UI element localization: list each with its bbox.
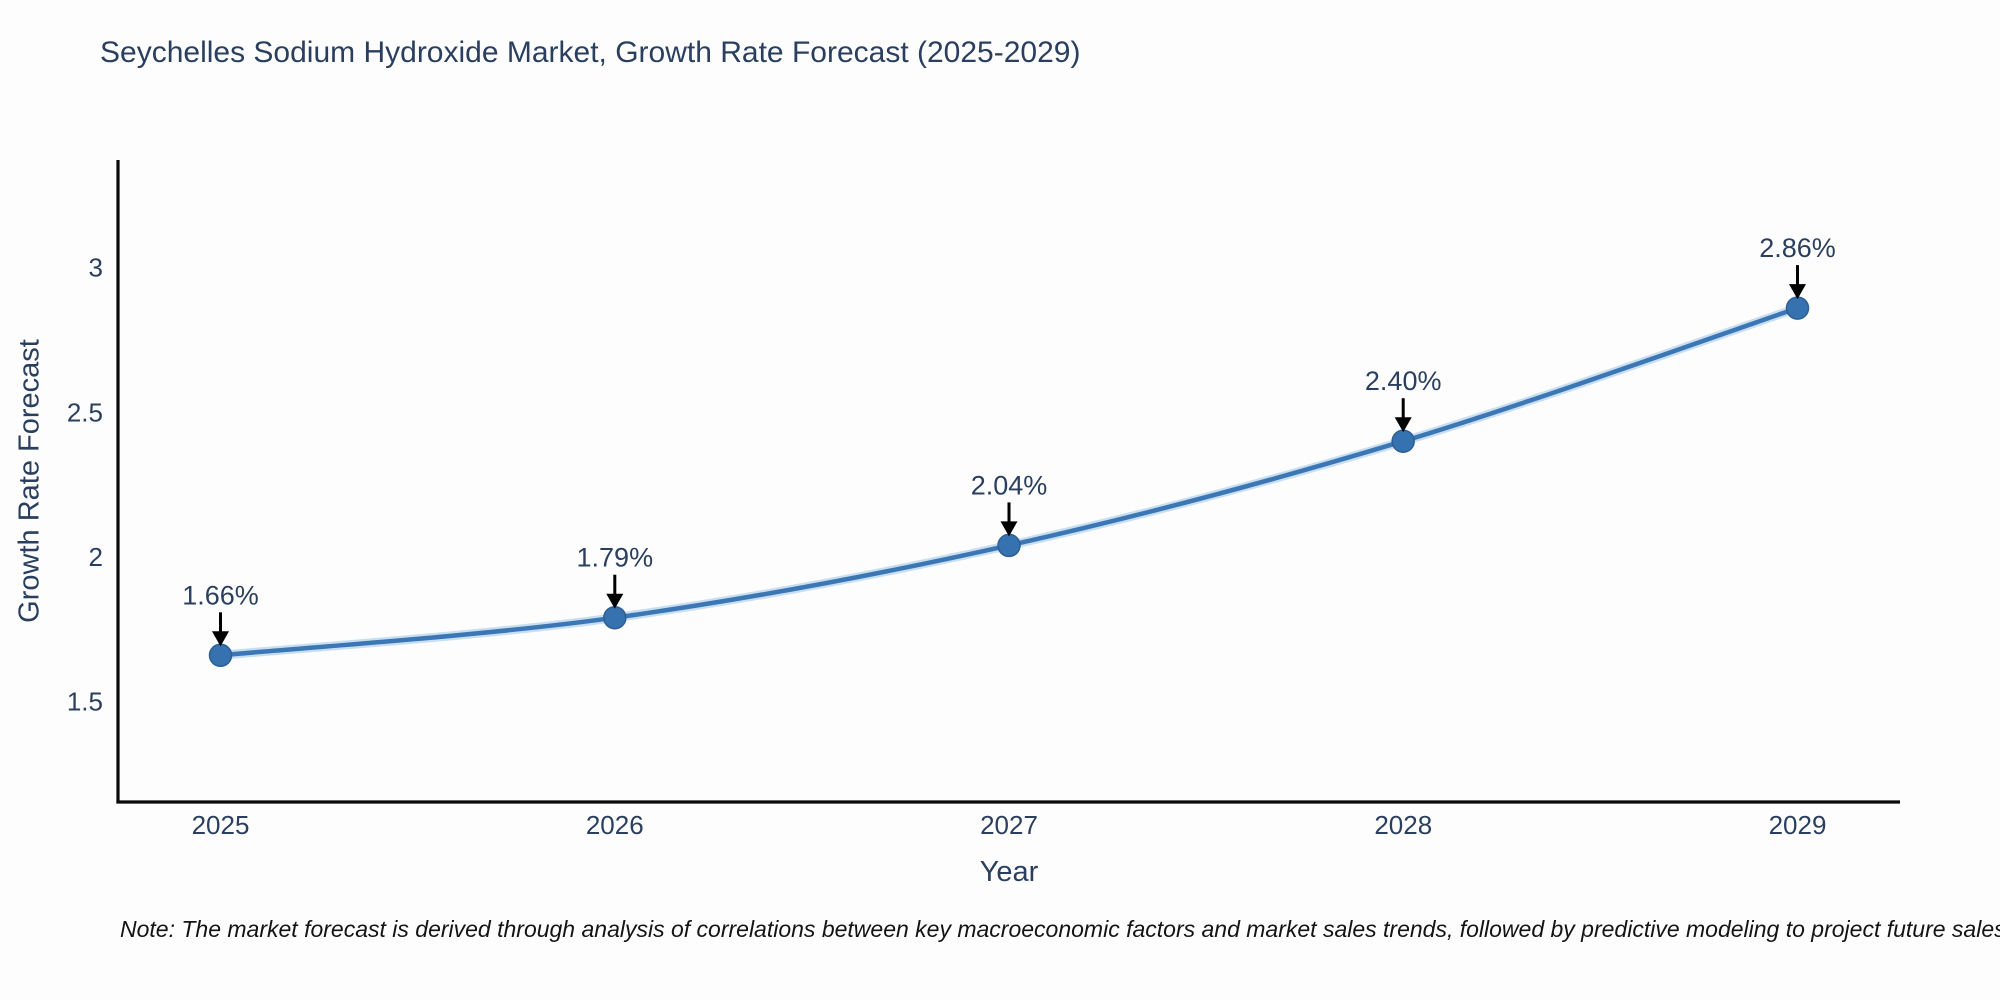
x-tick-label: 2025 — [192, 810, 250, 840]
y-tick-label: 2 — [89, 542, 103, 572]
x-tick-label: 2028 — [1374, 810, 1432, 840]
chart-title: Seychelles Sodium Hydroxide Market, Grow… — [100, 36, 1081, 69]
x-tick-label: 2029 — [1769, 810, 1827, 840]
x-tick-label: 2026 — [586, 810, 644, 840]
footnote: Note: The market forecast is derived thr… — [120, 916, 2000, 942]
point-annotation-label: 2.04% — [971, 470, 1048, 500]
x-tick-label: 2027 — [980, 810, 1038, 840]
data-point-marker — [997, 533, 1021, 558]
data-point-marker — [208, 643, 233, 668]
point-annotation-label: 1.79% — [577, 543, 654, 573]
annotation-arrowhead-icon — [1000, 521, 1018, 537]
data-point-marker — [1391, 429, 1415, 453]
data-point-marker — [1785, 296, 1810, 320]
annotation-arrowhead-icon — [1789, 284, 1806, 300]
data-point-marker — [603, 605, 627, 630]
point-annotation-label: 2.40% — [1365, 366, 1442, 396]
y-tick-label: 2.5 — [67, 397, 103, 427]
y-tick-label: 3 — [89, 253, 103, 283]
point-annotation-label: 1.66% — [182, 580, 259, 610]
annotation-arrowhead-icon — [1394, 417, 1412, 433]
annotation-arrowhead-icon — [212, 631, 229, 647]
y-tick-label: 1.5 — [67, 687, 103, 717]
x-axis-title: Year — [979, 856, 1039, 888]
point-annotation-label: 2.86% — [1759, 233, 1836, 263]
annotation-arrowhead-icon — [606, 593, 624, 609]
